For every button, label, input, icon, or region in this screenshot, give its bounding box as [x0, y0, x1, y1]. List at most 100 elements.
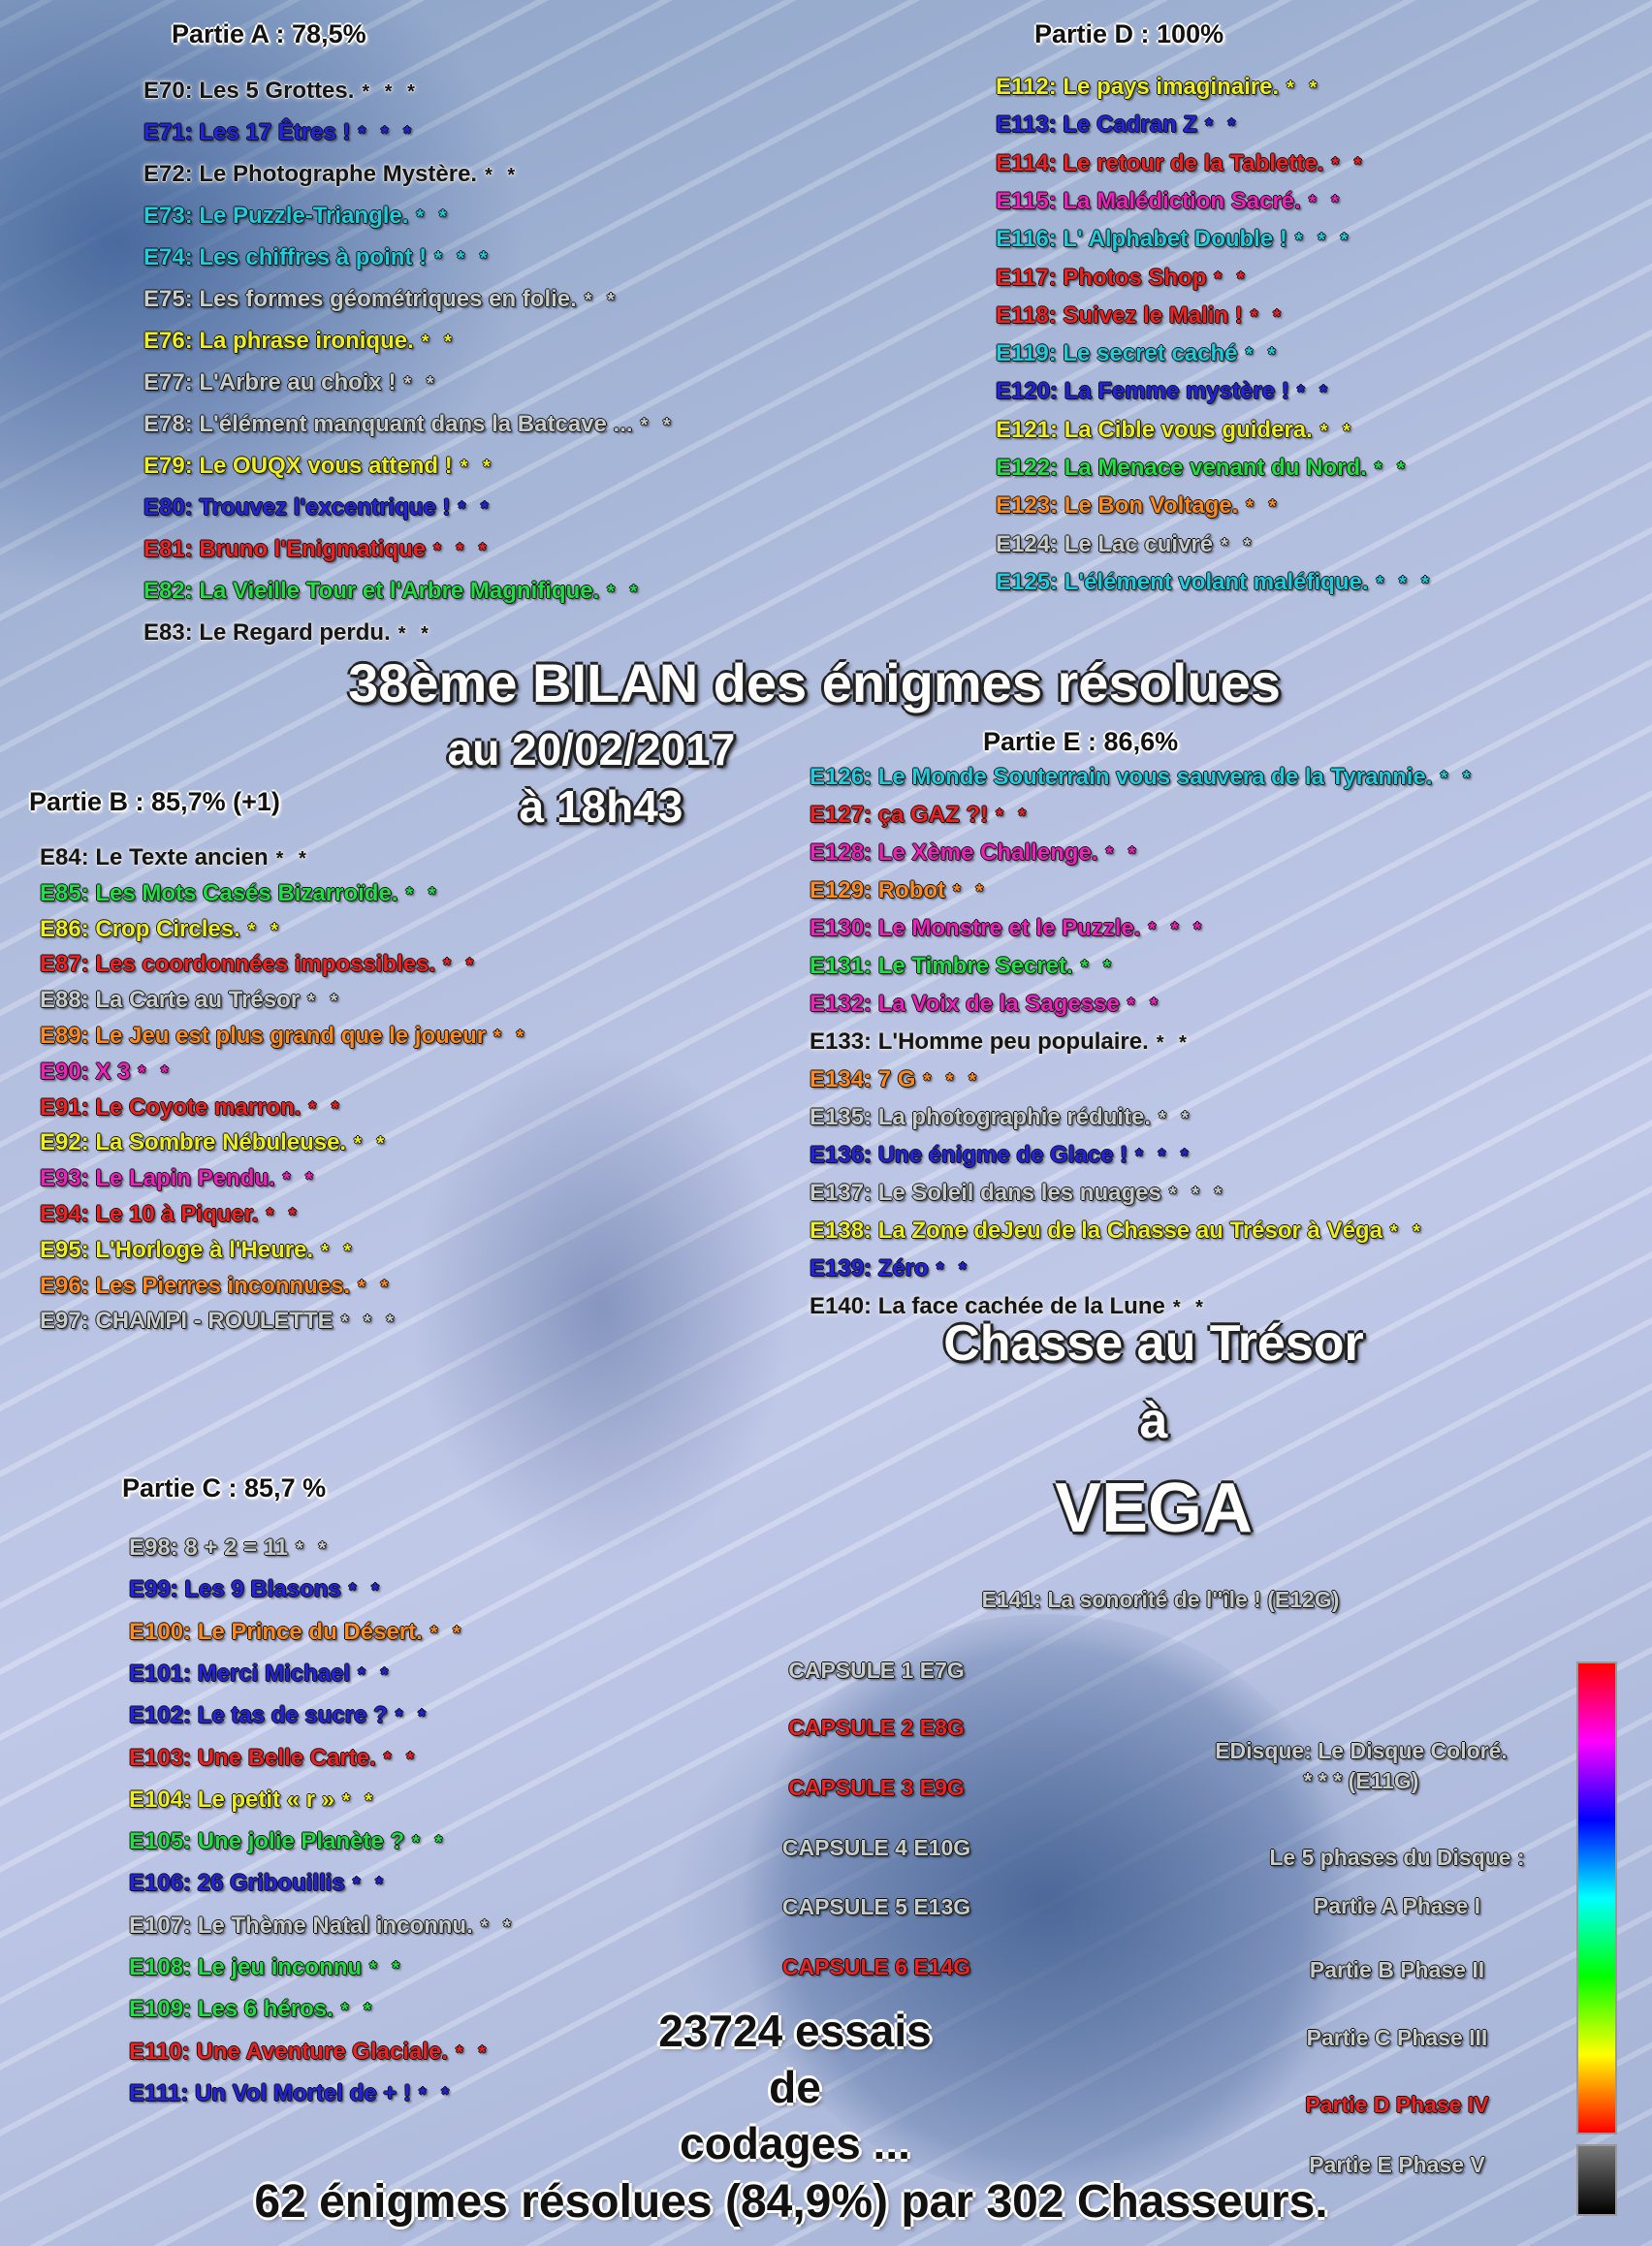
enigma-title: E75: Les formes géométriques en folie. [143, 286, 577, 312]
enigma-title: E98: 8 + 2 = 11 [129, 1534, 289, 1561]
enigma-title: E100: Le Prince du Désert. [129, 1618, 423, 1645]
enigma-title: E110: Une Aventure Glaciale. [129, 2038, 449, 2065]
enigma-title: E137: Le Soleil dans les nuages [810, 1180, 1161, 1206]
difficulty-stars: * * [275, 848, 311, 870]
enigma-entry: E118: Suivez le Malin ! * * [996, 302, 1286, 330]
enigma-title: E128: Le Xème Challenge. [810, 839, 1098, 866]
difficulty-stars: * * [321, 1240, 357, 1262]
phase-gray-bar [1576, 2144, 1617, 2216]
footer-summary: 62 énigmes résolues (84,9%) par 302 Chas… [254, 2176, 1328, 2228]
enigma-entry: E86: Crop Circles. * * [40, 916, 283, 943]
difficulty-stars: * * [996, 806, 1032, 827]
enigma-title: E113: Le Cadran Z [996, 111, 1198, 139]
enigma-entry: E124: Le Lac cuivré * * [996, 531, 1255, 558]
enigma-entry: E139: Zéro * * [810, 1255, 971, 1282]
difficulty-stars: * * [480, 1915, 516, 1938]
difficulty-stars: * * [460, 457, 495, 478]
enigma-entry: E105: Une jolie Planète ? * * [129, 1828, 447, 1855]
difficulty-stars: * * [358, 1663, 394, 1686]
enigma-title: E135: La photographie réduite. [810, 1104, 1152, 1130]
enigma-entry: E81: Bruno l'Enigmatique * * * [143, 536, 492, 563]
difficulty-stars: * * [421, 332, 457, 353]
enigma-entry: E73: Le Puzzle-Triangle. * * [143, 203, 452, 230]
difficulty-stars: * * [282, 1169, 318, 1191]
difficulty-stars: * * [1080, 957, 1116, 978]
difficulty-stars: * * [456, 2041, 492, 2064]
enigma-title: E72: Le Photographe Mystère. [143, 161, 478, 187]
difficulty-stars: * * [1440, 768, 1476, 789]
capsule-label: CAPSULE 6 E14G [781, 1954, 971, 1979]
phase-label: Partie C Phase III [1306, 2025, 1488, 2050]
enigma-title: E132: La Voix de la Sagesse [810, 991, 1120, 1017]
difficulty-stars: * * [352, 1874, 388, 1896]
enigma-title: E92: La Sombre Nébuleuse. [40, 1129, 347, 1156]
enigma-entry: E103: Une Belle Carte. * * [129, 1745, 419, 1772]
enigma-entry: E83: Le Regard perdu. * * [143, 619, 433, 647]
enigma-title: E80: Trouvez l'excentrique ! [143, 494, 451, 521]
enigma-entry: E102: Le tas de sucre ? * * [129, 1702, 430, 1729]
enigma-entry: E114: Le retour de la Tablette. * * [996, 150, 1366, 177]
enigma-entry: E106: 26 Gribouillis * * [129, 1870, 388, 1897]
enigma-title: E136: Une énigme de Glace ! [810, 1142, 1128, 1168]
difficulty-stars: * * * [433, 540, 492, 561]
difficulty-stars: * * [1127, 995, 1162, 1016]
enigma-title: E87: Les coordonnées impossibles. [40, 951, 436, 978]
enigma-entry: E82: La Vieille Tour et l'Arbre Magnifiq… [143, 578, 642, 605]
enigma-title: E105: Une jolie Planète ? [129, 1828, 405, 1855]
difficulty-stars: * * [340, 2000, 376, 2022]
enigma-title: E95: L'Horloge à l'Heure. [40, 1236, 314, 1263]
difficulty-stars: * * [953, 881, 989, 902]
essais-line1: 23724 essais [658, 2006, 932, 2056]
enigma-title: E120: La Femme mystère ! [996, 378, 1289, 405]
enigma-entry: E132: La Voix de la Sagesse * * [810, 991, 1162, 1018]
enigma-entry: E79: Le OUQX vous attend ! * * [143, 453, 495, 480]
enigma-title: E112: Le pays imaginaire. [996, 74, 1280, 100]
enigma-entry: E115: La Malédiction Sacré. * * [996, 188, 1344, 215]
difficulty-stars: * * [266, 1205, 302, 1226]
difficulty-stars: * * [1159, 1108, 1194, 1129]
enigma-title: E134: 7 G [810, 1066, 916, 1092]
enigma-title: E119: Le secret caché [996, 340, 1238, 367]
difficulty-stars: * * [485, 165, 521, 186]
treasure-vega: VEGA [1054, 1470, 1254, 1547]
enigma-entry: E123: Le Bon Voltage. * * [996, 492, 1281, 520]
enigma-entry: E122: La Menace venant du Nord. * * [996, 455, 1410, 482]
enigma-entry: E76: La phrase ironique. * * [143, 328, 457, 355]
enigma-entry: E75: Les formes géométriques en folie. * … [143, 286, 620, 313]
enigma-entry: E128: Le Xème Challenge. * * [810, 839, 1141, 867]
difficulty-stars: * * [1172, 1297, 1208, 1318]
essais-line2: de [769, 2062, 821, 2112]
enigma-title: E116: L' Alphabet Double ! [996, 226, 1287, 253]
enigma-entry: E109: Les 6 héros. * * [129, 1996, 376, 2023]
headline-title: 38ème BILAN des énigmes résolues [348, 652, 1281, 713]
difficulty-stars: * * * [1376, 572, 1434, 594]
enigma-title: E96: Les Pierres inconnues. [40, 1272, 351, 1299]
enigma-title: E101: Merci Michael [129, 1660, 351, 1687]
enigma-entry: E104: Le petit « r » * * [129, 1787, 377, 1814]
enigma-entry: E137: Le Soleil dans les nuages * * * [810, 1180, 1226, 1207]
difficulty-stars: * * [308, 1097, 344, 1120]
difficulty-stars: * * [1331, 153, 1367, 175]
difficulty-stars: * * * [340, 1312, 399, 1334]
phase-color-gradient-bar [1576, 1661, 1617, 2135]
enigma-title: E138: La Zone deJeu de la Chasse au Trés… [810, 1218, 1382, 1244]
enigma-title: E70: Les 5 Grottes. [143, 78, 355, 104]
enigma-title: E111: Un Vol Mortel de + ! [129, 2079, 411, 2106]
difficulty-stars: * * [936, 1259, 971, 1281]
enigma-title: E114: Le retour de la Tablette. [996, 149, 1324, 176]
difficulty-stars: * * [640, 415, 676, 436]
difficulty-stars: * * [403, 373, 439, 395]
enigma-title: E117: Photos Shop [996, 264, 1207, 291]
enigma-title: E102: Le tas de sucre ? [129, 1702, 388, 1729]
enigma-title: E109: Les 6 héros. [129, 1996, 334, 2023]
enigma-title: E140: La face cachée de la Lune [810, 1293, 1165, 1319]
enigma-entry: E88: La Carte au Trésor * * [40, 987, 342, 1014]
headline-date: au 20/02/2017 [447, 724, 736, 775]
enigma-entry: E89: Le Jeu est plus grand que le joueur… [40, 1023, 528, 1050]
enigma-title: E99: Les 9 Blasons [129, 1576, 341, 1603]
enigma-title: E106: 26 Gribouillis [129, 1870, 345, 1897]
enigma-entry: E127: ça GAZ ?! * * [810, 802, 1031, 829]
enigma-title: E127: ça GAZ ?! [810, 802, 989, 828]
enigma-title: E77: L'Arbre au choix ! [143, 369, 397, 395]
difficulty-stars: * * * [1135, 1146, 1193, 1167]
